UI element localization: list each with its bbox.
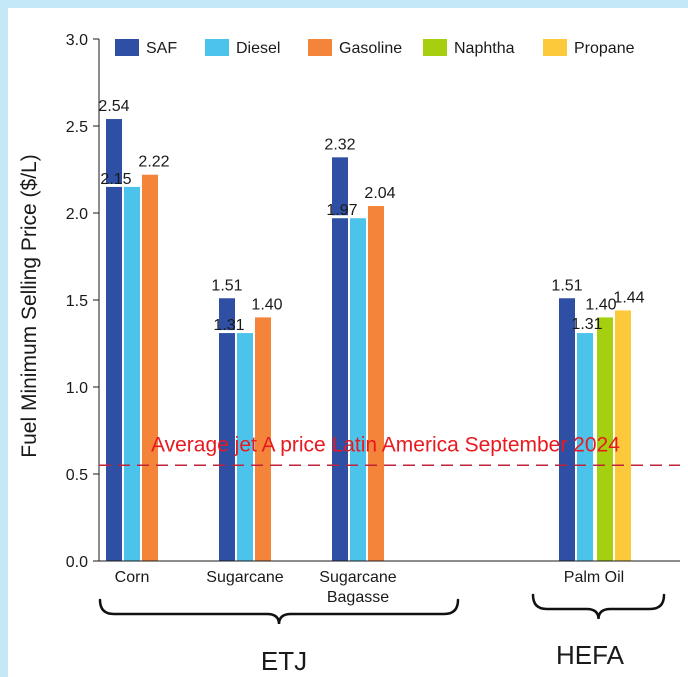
value-label-low: 2.15 <box>100 171 131 188</box>
y-tick-label: 1.0 <box>66 380 88 397</box>
value-label: 2.32 <box>324 136 355 153</box>
chart-frame: 2.54 2.15 2.22 Corn 1.51 1.31 1.40 Sugarcane 2.3… <box>8 8 688 677</box>
value-label: 1.40 <box>585 296 616 313</box>
value-label: 1.51 <box>211 277 242 294</box>
value-label: 1.40 <box>251 296 282 313</box>
x-category-label: Sugarcane <box>319 569 396 586</box>
group-label-hefa: HEFA <box>556 640 625 670</box>
bar-saf <box>559 298 575 561</box>
x-category-sublabel: Bagasse <box>327 589 389 606</box>
legend-swatch-saf <box>115 39 139 56</box>
bar-saf-high <box>106 119 122 184</box>
bar-diesel <box>237 333 253 561</box>
value-label-low: 1.97 <box>326 202 357 219</box>
y-tick-label: 0.5 <box>66 467 88 484</box>
group-brace-etj <box>98 598 460 625</box>
x-category-label: Sugarcane <box>206 569 283 586</box>
legend-swatch-naphtha <box>423 39 447 56</box>
y-tick-label: 2.5 <box>66 119 88 136</box>
bar-saf-high <box>219 298 235 331</box>
value-label: 2.54 <box>98 98 129 115</box>
bar-gasoline <box>142 174 158 561</box>
value-label: 2.22 <box>138 154 169 171</box>
group-label-etj: ETJ <box>261 646 307 676</box>
y-axis-title: Fuel Minimum Selling Price ($/L) <box>18 154 41 457</box>
value-label-low: 1.31 <box>213 317 244 334</box>
legend-label-gasoline: Gasoline <box>339 40 402 57</box>
value-label: 1.31 <box>571 316 602 333</box>
reference-line-label: Average jet A price Latin America Septem… <box>151 433 620 456</box>
legend-label-naphtha: Naphtha <box>454 40 515 57</box>
bar-saf-high <box>332 157 348 216</box>
bar-saf-low <box>106 186 122 561</box>
bar-gasoline <box>255 317 271 561</box>
legend-swatch-gasoline <box>308 39 332 56</box>
bar-diesel <box>124 186 140 561</box>
bar-diesel <box>577 333 593 561</box>
value-label: 1.44 <box>613 289 644 306</box>
bar-diesel <box>350 218 366 561</box>
bar-saf-low <box>219 333 235 561</box>
group-brace-hefa <box>531 593 666 620</box>
legend-label-propane: Propane <box>574 40 635 57</box>
bar-chart: 2.54 2.15 2.22 Corn 1.51 1.31 1.40 Sugarcane 2.3… <box>18 32 680 676</box>
y-tick-label: 3.0 <box>66 32 88 49</box>
legend-swatch-propane <box>543 39 567 56</box>
bar-propane <box>615 310 631 561</box>
legend-label-diesel: Diesel <box>236 40 280 57</box>
legend-swatch-diesel <box>205 39 229 56</box>
bar-gasoline <box>368 206 384 562</box>
bar-saf-low <box>332 218 348 561</box>
value-label: 1.51 <box>551 277 582 294</box>
value-label: 2.04 <box>364 185 395 202</box>
y-tick-label: 2.0 <box>66 206 88 223</box>
y-tick-label: 1.5 <box>66 293 88 310</box>
bar-naphtha <box>597 317 613 561</box>
x-category-label: Palm Oil <box>564 569 624 586</box>
y-tick-label: 0.0 <box>66 554 88 571</box>
legend-label-saf: SAF <box>146 40 177 57</box>
x-category-label: Corn <box>115 569 150 586</box>
